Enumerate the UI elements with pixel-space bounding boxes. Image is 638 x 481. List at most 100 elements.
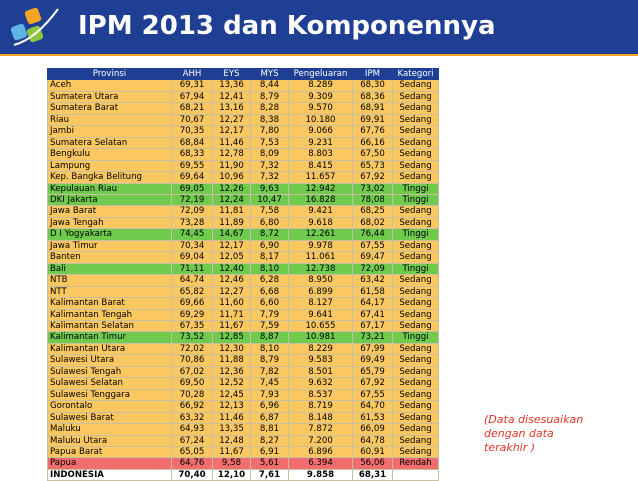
value-cell: 9.618 — [288, 216, 353, 230]
value-cell: 68,91 — [352, 102, 393, 115]
value-cell: 10,47 — [250, 193, 289, 207]
value-cell: Sedang — [392, 297, 439, 310]
table-row: Maluku Utara 67,24 12,48 8,27 7.200 64,78 Seda… — [47, 434, 439, 447]
value-cell: 12,48 — [212, 434, 251, 447]
col-header-pengeluaran: Pengeluaran — [288, 67, 353, 81]
table-row: Kalimantan Barat 69,66 11,60 6,60 8.127 64,17… — [47, 297, 439, 310]
value-cell: 7,32 — [250, 171, 289, 184]
col-header-kategori: Kategori — [392, 67, 439, 81]
value-cell: 61,58 — [352, 285, 393, 299]
value-cell: 5,61 — [250, 457, 289, 470]
value-cell: 72,09 — [352, 262, 393, 276]
value-cell: Tinggi — [392, 262, 439, 276]
value-cell: 64,76 — [171, 457, 213, 470]
value-cell: Sedang — [392, 445, 439, 459]
value-cell: 8,10 — [250, 262, 289, 276]
value-cell: 8,79 — [250, 354, 289, 367]
value-cell: Sedang — [392, 423, 439, 436]
value-cell: 67,17 — [352, 319, 393, 333]
value-cell: 8.803 — [288, 148, 353, 161]
province-cell: Papua — [47, 457, 172, 470]
value-cell: 9.978 — [288, 239, 353, 253]
value-cell: 8,44 — [250, 79, 289, 92]
value-cell: 8.950 — [288, 274, 353, 287]
value-cell: 11.657 — [288, 171, 353, 184]
value-cell: 9,58 — [212, 457, 251, 470]
table-row: Lampung 69,55 11,90 7,32 8.415 65,73 Sedang — [47, 159, 439, 173]
value-cell: 67,41 — [352, 308, 393, 321]
page-title: IPM 2013 dan Komponennya — [78, 11, 496, 41]
value-cell: 8.289 — [288, 79, 353, 92]
table-total-row: INDONESIA 70,40 12,10 7,61 9.858 68,31 — [47, 468, 439, 481]
value-cell: 64,74 — [171, 274, 213, 287]
value-cell: Sedang — [392, 354, 439, 367]
value-cell: 12,05 — [212, 251, 251, 264]
value-cell: 8.501 — [288, 365, 353, 379]
value-cell: 69,55 — [171, 159, 213, 173]
value-cell: 12,85 — [212, 331, 251, 344]
value-cell: 68,02 — [352, 216, 393, 230]
value-cell: 67,35 — [171, 319, 213, 333]
value-cell: 10.981 — [288, 331, 353, 344]
table-row: NTB 64,74 12,46 6,28 8.950 63,42 Sedang — [47, 274, 439, 287]
province-cell: Riau — [47, 113, 172, 127]
value-cell: 8,10 — [250, 342, 289, 356]
value-cell: 73,02 — [352, 182, 393, 196]
table-row: Aceh 69,31 13,36 8,44 8.289 68,30 Sedang — [47, 79, 439, 92]
value-cell: 8,09 — [250, 148, 289, 161]
value-cell: 12,17 — [212, 125, 251, 138]
value-cell: Tinggi — [392, 331, 439, 344]
value-cell: 12,45 — [212, 388, 251, 402]
table-row: D I Yogyakarta 74,45 14,67 8,72 12.261 76,44 T… — [47, 228, 439, 241]
table-row: Sulawesi Barat 63,32 11,46 6,87 8.148 61,53 Se… — [47, 411, 439, 425]
value-cell: Sedang — [392, 411, 439, 425]
value-cell: 67,24 — [171, 434, 213, 447]
value-cell: 70,86 — [171, 354, 213, 367]
table-row: Kalimantan Tengah 69,29 11,71 7,79 9.641 67,4… — [47, 308, 439, 321]
value-cell: 69,04 — [171, 251, 213, 264]
province-cell: Kalimantan Selatan — [47, 319, 172, 333]
province-cell: Sumatera Selatan — [47, 136, 172, 150]
value-cell: 70,67 — [171, 113, 213, 127]
value-cell: 68,33 — [171, 148, 213, 161]
value-cell: 69,66 — [171, 297, 213, 310]
province-cell: Kalimantan Barat — [47, 297, 172, 310]
value-cell: Rendah — [392, 457, 439, 470]
value-cell: Sedang — [392, 159, 439, 173]
table-row: Riau 70,67 12,27 8,38 10.180 69,91 Sedang — [47, 113, 439, 127]
province-cell: Sulawesi Tengah — [47, 365, 172, 379]
province-cell: Jawa Barat — [47, 205, 172, 218]
province-cell: Jawa Timur — [47, 239, 172, 253]
value-cell: Sedang — [392, 79, 439, 92]
value-cell: 67,50 — [352, 148, 393, 161]
value-cell: 72,19 — [171, 193, 213, 207]
province-cell: Papua Barat — [47, 445, 172, 459]
total-value-cell: 70,40 — [171, 468, 213, 481]
table-row: Sumatera Selatan 68,84 11,46 7,53 9.231 66,16… — [47, 136, 439, 150]
value-cell: 68,84 — [171, 136, 213, 150]
province-cell: Kepulauan Riau — [47, 182, 172, 196]
value-cell: 10,96 — [212, 171, 251, 184]
value-cell: 76,44 — [352, 228, 393, 241]
province-cell: Sulawesi Barat — [47, 411, 172, 425]
value-cell: 12.738 — [288, 262, 353, 276]
value-cell: 69,49 — [352, 354, 393, 367]
value-cell: 63,32 — [171, 411, 213, 425]
table-row: Sulawesi Selatan 69,50 12,52 7,45 9.632 67,92… — [47, 377, 439, 390]
table-row: Papua 64,76 9,58 5,61 6.394 56,06 Rendah — [47, 457, 439, 470]
province-cell: Sumatera Barat — [47, 102, 172, 115]
value-cell: 78,08 — [352, 193, 393, 207]
value-cell: Sedang — [392, 434, 439, 447]
value-cell: 67,92 — [352, 377, 393, 390]
value-cell: 8,79 — [250, 90, 289, 104]
table-row: Banten 69,04 12,05 8,17 11.061 69,47 Sedang — [47, 251, 439, 264]
data-note: (Data disesuaikan dengan data terakhir ) — [484, 413, 594, 455]
value-cell: 12.261 — [288, 228, 353, 241]
province-cell: Sulawesi Utara — [47, 354, 172, 367]
table-row: Jawa Tengah 73,28 11,89 6,80 9.618 68,02 Sedan… — [47, 216, 439, 230]
value-cell: Sedang — [392, 274, 439, 287]
province-cell: Banten — [47, 251, 172, 264]
value-cell: 8.148 — [288, 411, 353, 425]
province-cell: NTT — [47, 285, 172, 299]
value-cell: Sedang — [392, 251, 439, 264]
